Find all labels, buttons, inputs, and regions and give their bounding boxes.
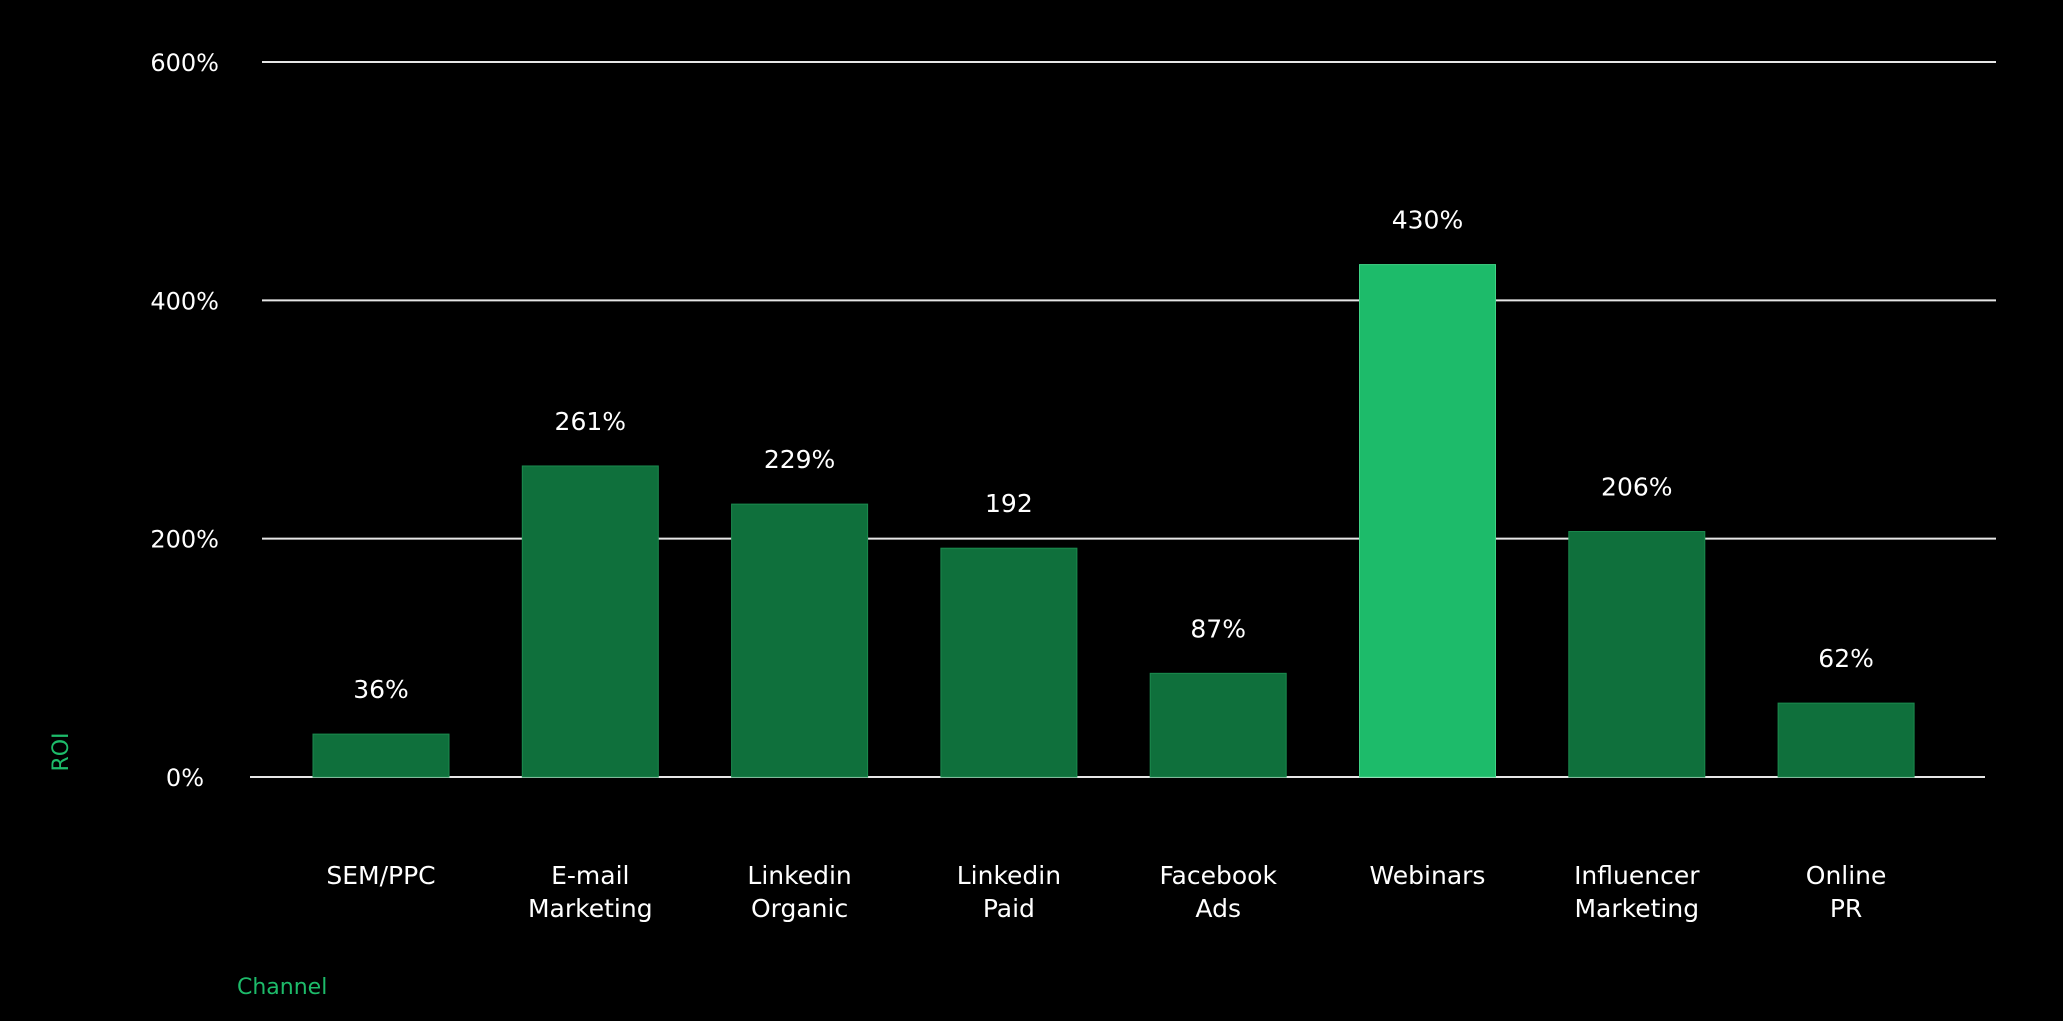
category-label: SEM/PPC <box>326 861 435 890</box>
y-tick-label: 400% <box>150 287 219 315</box>
category-label: Influencer <box>1574 861 1700 890</box>
data-labels: 36% 261% 229% 192 87% 430% 206% 62% <box>353 206 1874 705</box>
category-label: Online <box>1806 861 1887 890</box>
y-tick-label: 600% <box>150 49 219 77</box>
bar <box>1149 672 1287 778</box>
data-label: 62% <box>1818 644 1874 673</box>
bars <box>312 264 1915 778</box>
y-axis-title: ROI <box>49 732 74 771</box>
category-label: Facebook <box>1159 861 1277 890</box>
category-label: Marketing <box>528 894 653 923</box>
data-label: 430% <box>1392 206 1463 235</box>
y-tick-labels: 0% 200% 400% 600% <box>150 49 219 792</box>
y-tick-label: 200% <box>150 526 219 554</box>
gridlines <box>250 61 1996 778</box>
category-label: Webinars <box>1370 861 1486 890</box>
data-label: 36% <box>353 675 409 704</box>
data-label: 229% <box>764 445 835 474</box>
bar <box>940 547 1078 778</box>
category-label: Linkedin <box>747 861 851 890</box>
category-label: Ads <box>1195 894 1241 923</box>
category-label: Paid <box>983 894 1035 923</box>
bar <box>731 503 869 778</box>
data-label: 192 <box>985 489 1033 518</box>
y-tick-label: 0% <box>166 764 204 792</box>
bar <box>521 465 659 778</box>
bar <box>1777 702 1915 778</box>
category-label: E-mail <box>551 861 629 890</box>
category-label: Organic <box>751 894 848 923</box>
category-label: Linkedin <box>957 861 1061 890</box>
x-axis-title: Channel <box>237 975 327 1000</box>
data-label: 261% <box>555 407 626 436</box>
data-label: 87% <box>1190 614 1246 643</box>
bar <box>1568 531 1706 778</box>
data-label: 206% <box>1601 473 1672 502</box>
category-labels: SEM/PPC E-mail Marketing Linkedin Organic Lin… <box>326 861 1886 923</box>
category-label: Marketing <box>1574 894 1699 923</box>
bar <box>312 733 450 778</box>
bar <box>1359 264 1496 778</box>
category-label: PR <box>1830 894 1862 923</box>
